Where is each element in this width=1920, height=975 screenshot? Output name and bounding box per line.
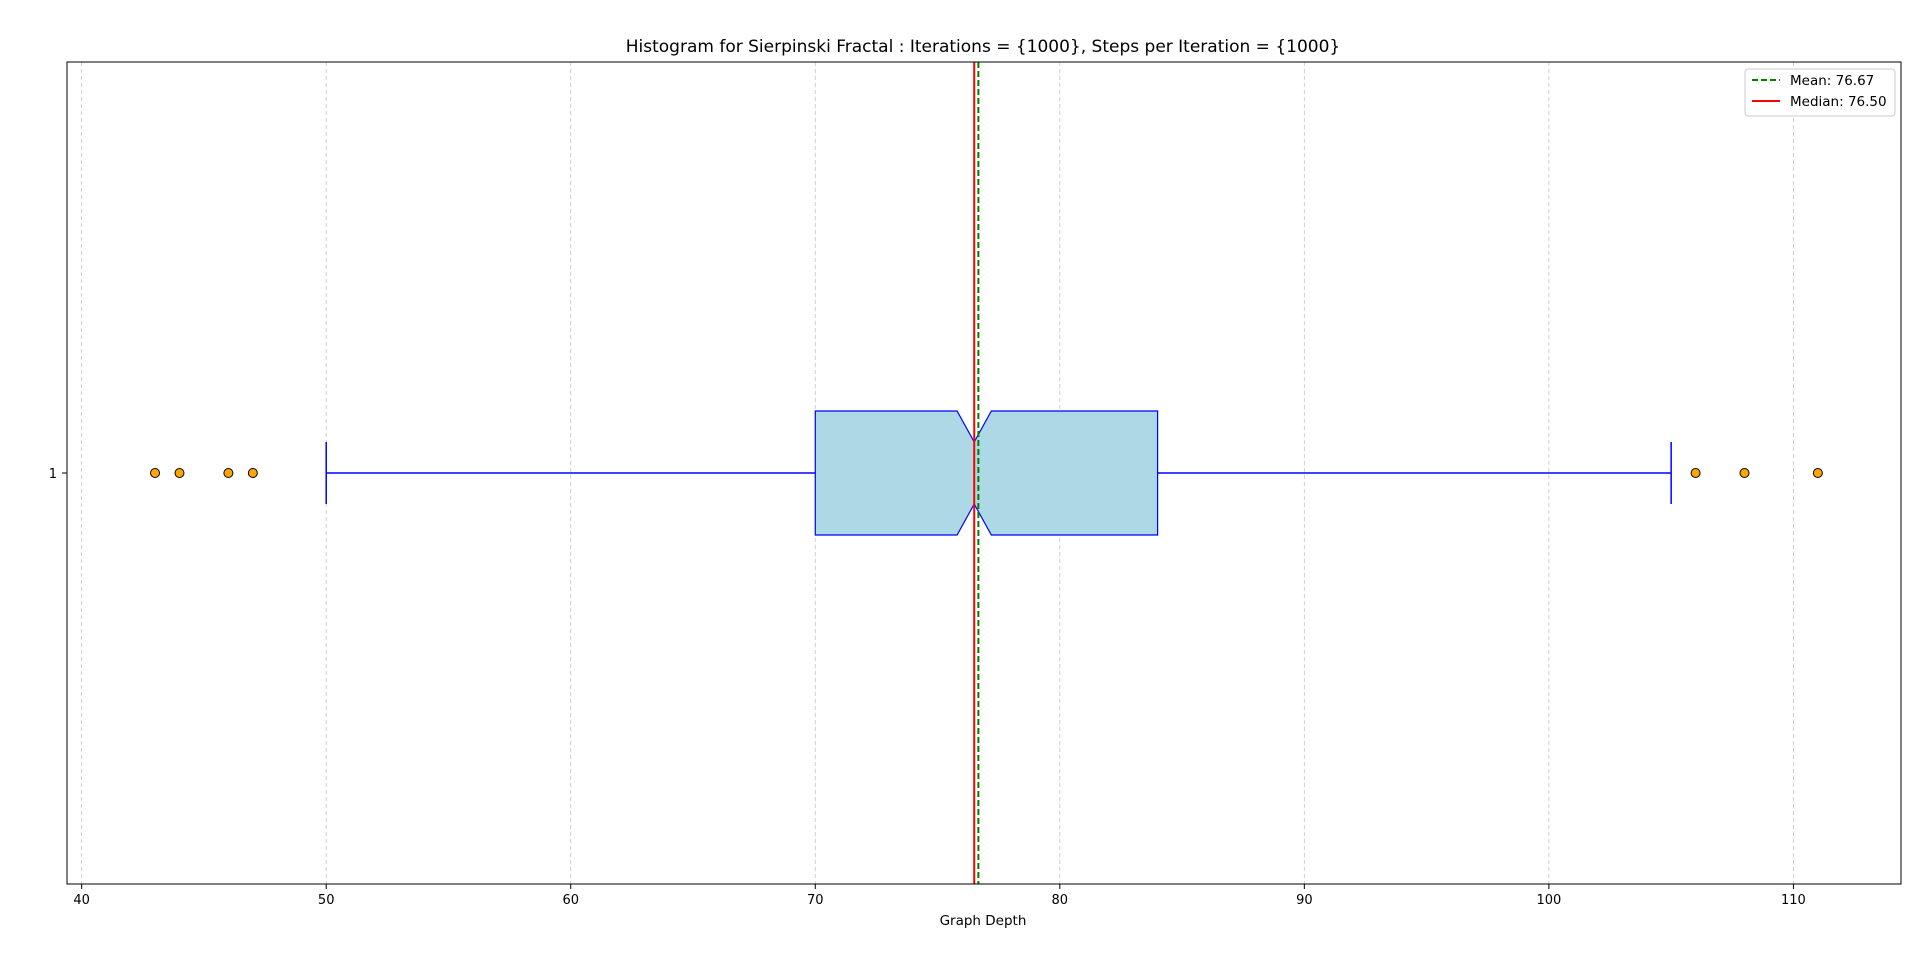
legend-box [1744,68,1896,117]
outlier-point [223,468,234,478]
x-tick-label: 60 [562,893,579,908]
x-tick-label: 100 [1536,893,1561,908]
notched-box [814,410,1159,536]
outlier-point [150,468,161,478]
chart-title: Histogram for Sierpinski Fractal : Itera… [626,37,1340,57]
x-tick-label: 50 [318,893,335,908]
legend: Mean: 76.67 Median: 76.50 [1744,68,1896,117]
outlier-point [247,468,258,478]
x-tick-label: 90 [1296,893,1313,908]
grid-layer [81,62,1794,884]
x-tick-label: 70 [807,893,824,908]
y-tick-label: 1 [49,467,57,482]
tick-layer: 40 50 60 70 80 90 100 110 1 [49,467,1806,908]
legend-median-label: Median: 76.50 [1790,94,1887,110]
x-axis-label: Graph Depth [940,913,1027,929]
plot-layer [150,62,1823,884]
outlier-point [1690,468,1701,478]
outlier-point [1812,468,1823,478]
outlier-point [174,468,185,478]
x-tick-label: 40 [73,893,90,908]
x-tick-label: 80 [1052,893,1069,908]
legend-mean-label: Mean: 76.67 [1790,73,1874,89]
x-tick-label: 110 [1781,893,1806,908]
outlier-point [1739,468,1750,478]
